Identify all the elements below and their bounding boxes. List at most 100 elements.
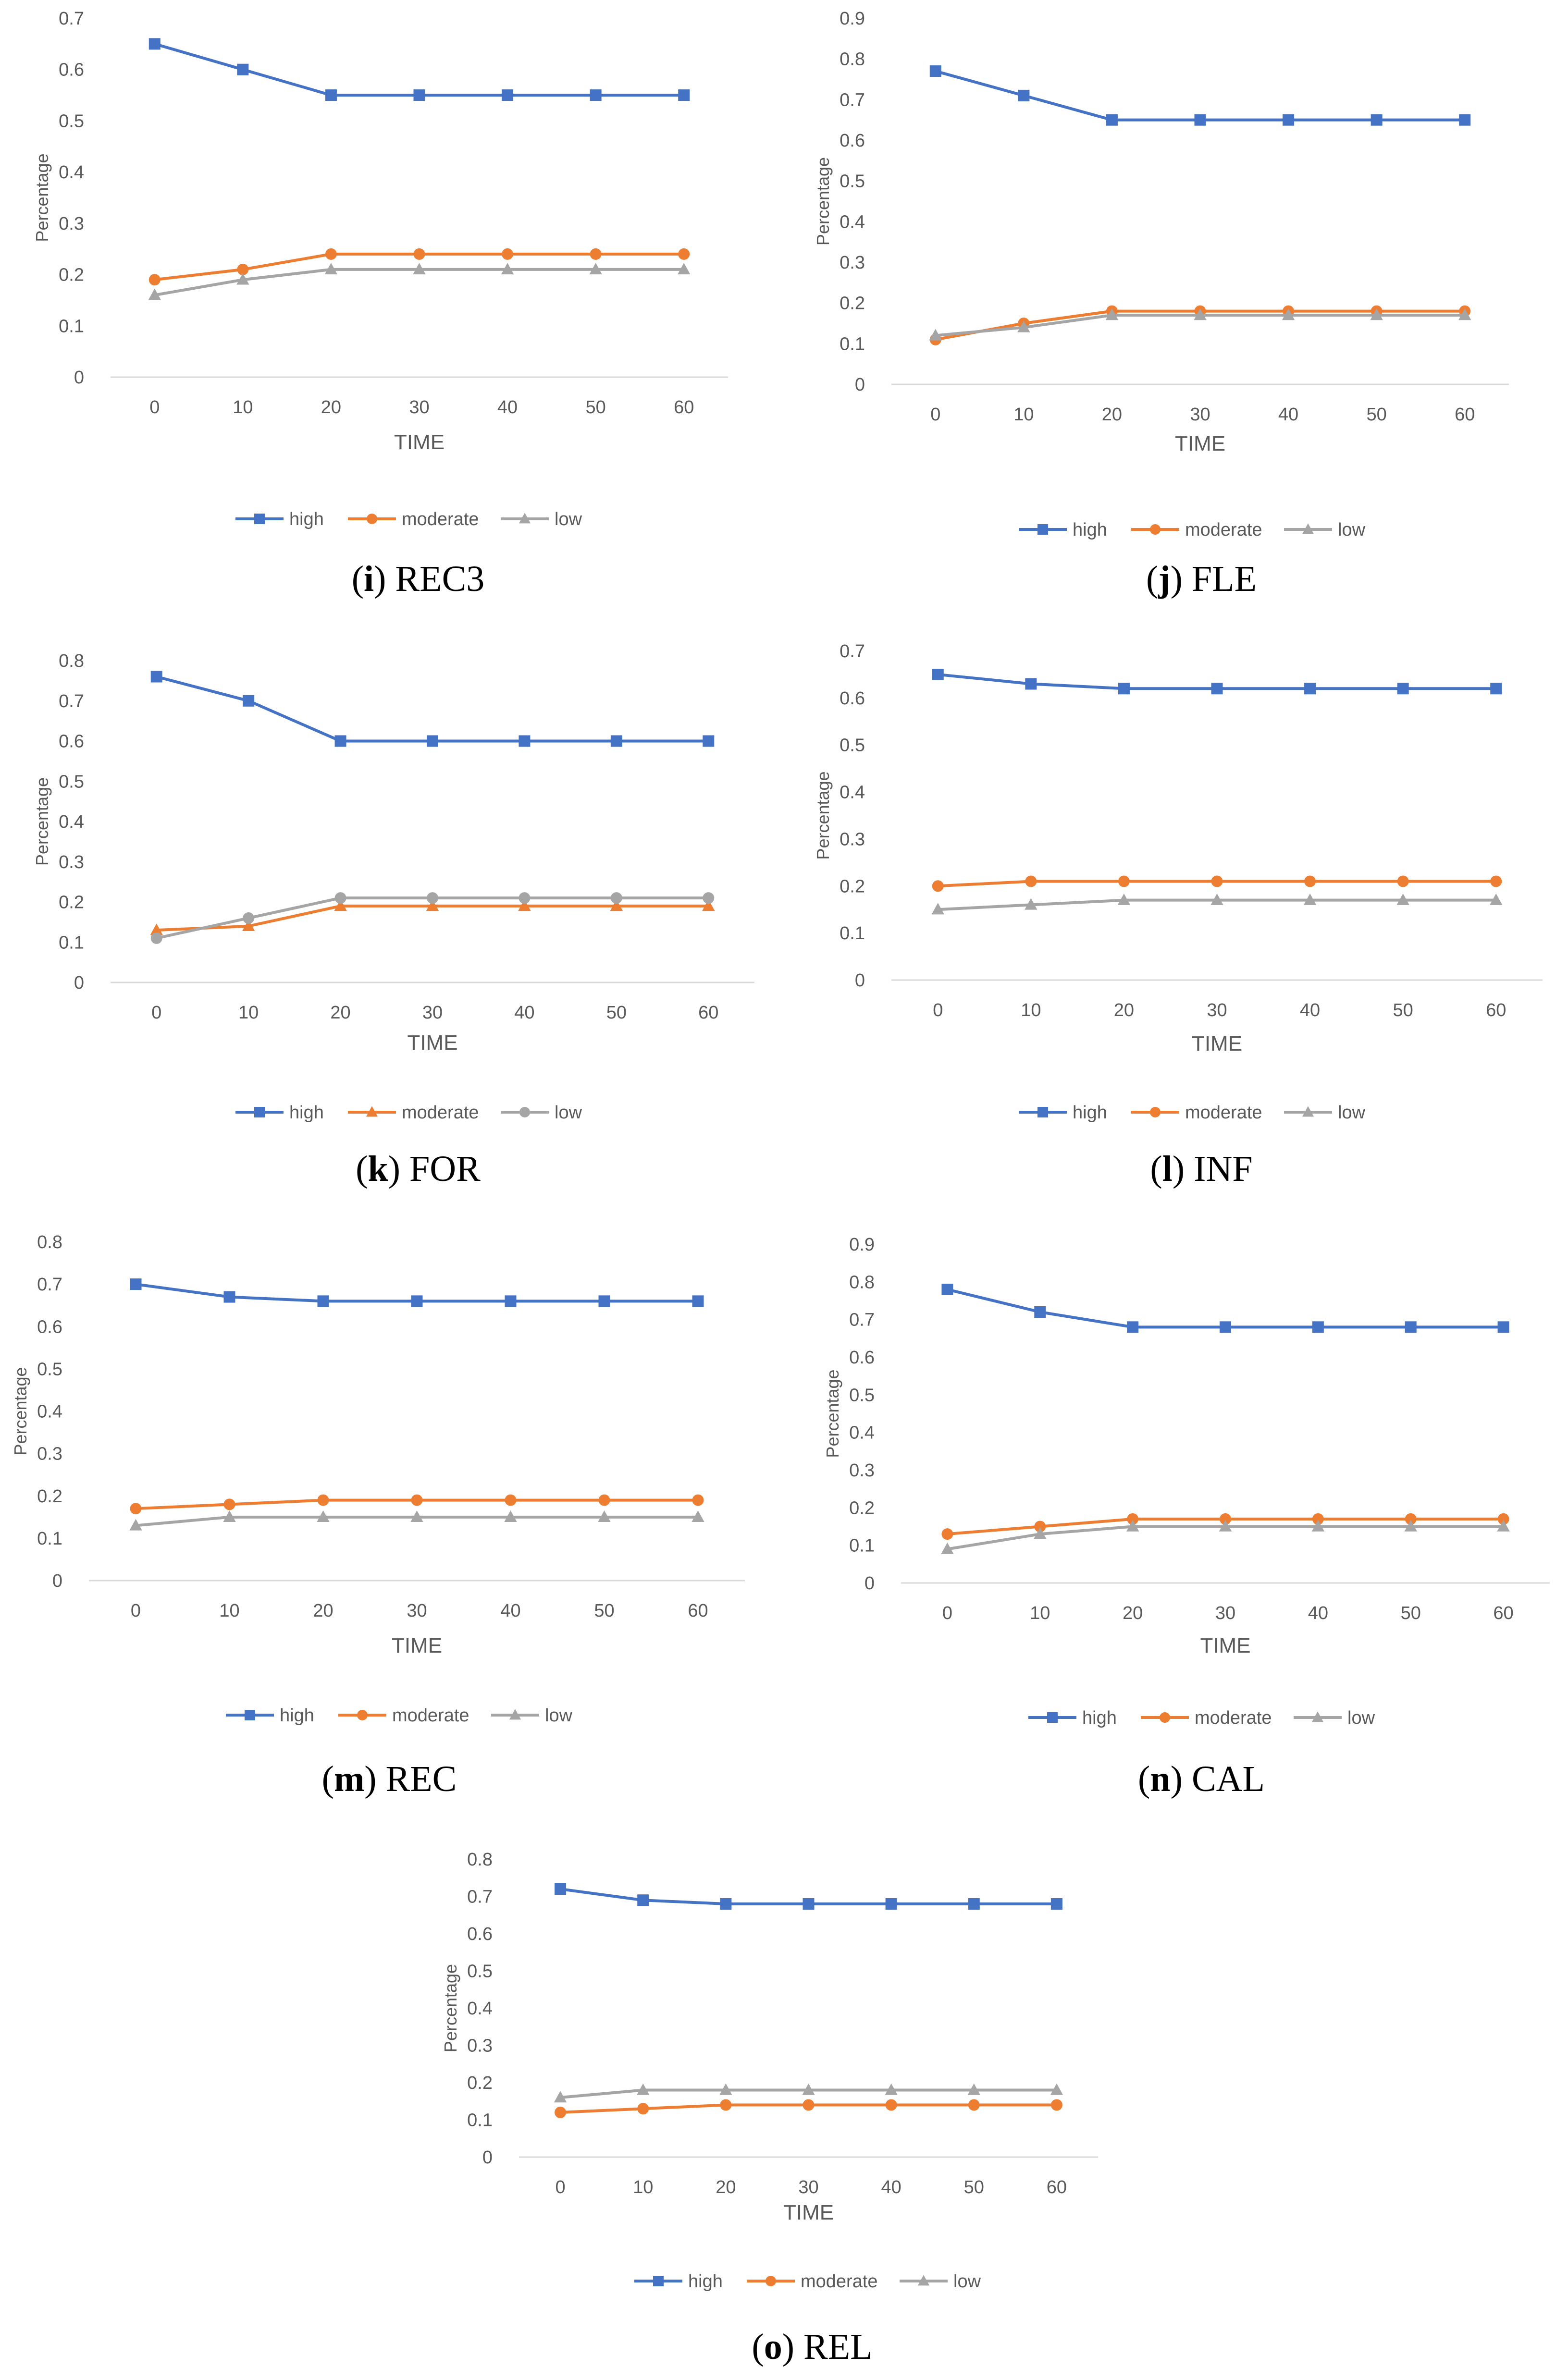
chart-panel-n: 0 0.1 0.2 0.3 0.4 0.5 0.6 0.7 0.8 0.9 0 10 20 30 40 50 6… xyxy=(823,1235,1550,1799)
data-point-high xyxy=(413,89,425,101)
legend-marker-moderate xyxy=(366,1106,378,1117)
legend-marker-low xyxy=(519,513,531,524)
figure-caption-m: (m) REC xyxy=(322,1759,457,1799)
y-tick-label: 0.5 xyxy=(37,1359,62,1379)
y-tick-label: 0.3 xyxy=(840,253,865,273)
data-point-high xyxy=(1050,1898,1062,1910)
x-tick-label: 40 xyxy=(497,397,518,417)
y-tick-label: 0.7 xyxy=(840,90,865,110)
y-axis-title: Percentage xyxy=(32,153,52,242)
y-tick-label: 0.3 xyxy=(840,829,865,849)
data-point-moderate xyxy=(885,2099,897,2111)
data-point-high xyxy=(334,735,346,747)
chart-panel-l: 0 0.1 0.2 0.3 0.4 0.5 0.6 0.7 0 10 20 30 40 50 60 TIME P… xyxy=(813,641,1543,1189)
y-tick-label: 0.3 xyxy=(467,2036,493,2056)
data-point-low xyxy=(223,1510,236,1522)
data-point-high xyxy=(223,1291,235,1303)
chart-panel-i: 0 0.1 0.2 0.3 0.4 0.5 0.6 0.7 0 10 20 30 40 50 60 TIME P… xyxy=(32,9,728,599)
data-point-high xyxy=(1118,683,1130,695)
figure-caption-l: (l) INF xyxy=(1150,1149,1252,1189)
legend-marker-low xyxy=(509,1709,521,1720)
y-axis-title: Percentage xyxy=(11,1367,30,1455)
data-point-high xyxy=(1127,1321,1139,1333)
data-point-high xyxy=(555,1883,567,1895)
x-tick-label: 20 xyxy=(1123,1603,1143,1623)
data-point-high xyxy=(720,1898,732,1910)
legend-label-moderate: moderate xyxy=(402,1103,479,1123)
data-point-moderate xyxy=(1050,2099,1062,2111)
data-point-high xyxy=(941,1284,953,1295)
x-tick-label: 0 xyxy=(131,1601,141,1621)
data-point-high xyxy=(1211,683,1223,695)
data-point-low xyxy=(324,263,338,275)
y-tick-label: 0.7 xyxy=(59,691,84,712)
x-axis-title: TIME xyxy=(1175,432,1225,455)
x-axis-title: TIME xyxy=(392,1634,442,1657)
x-tick-label: 20 xyxy=(1102,405,1122,425)
data-point-low xyxy=(1126,1520,1139,1532)
y-tick-label: 0.6 xyxy=(37,1317,62,1337)
data-point-moderate xyxy=(413,248,425,260)
x-tick-label: 30 xyxy=(1215,1603,1235,1623)
y-tick-label: 0 xyxy=(855,970,865,991)
x-tick-label: 50 xyxy=(964,2177,984,2197)
data-point-high xyxy=(637,1894,649,1906)
x-tick-label: 60 xyxy=(1493,1603,1513,1623)
legend-marker-moderate xyxy=(766,2276,776,2286)
data-point-moderate xyxy=(505,1494,517,1506)
y-tick-label: 0.5 xyxy=(840,172,865,192)
legend-marker-high xyxy=(245,1710,255,1720)
data-point-moderate xyxy=(968,2099,980,2111)
data-point-moderate xyxy=(1025,875,1037,887)
y-tick-label: 0.7 xyxy=(59,9,84,29)
data-point-high xyxy=(411,1295,423,1307)
y-tick-label: 0 xyxy=(482,2147,493,2168)
y-tick-label: 0.2 xyxy=(840,294,865,314)
x-tick-label: 10 xyxy=(1030,1603,1050,1623)
data-point-low xyxy=(941,1542,954,1554)
y-tick-label: 0.2 xyxy=(467,2073,493,2093)
legend-label-high: high xyxy=(280,1705,314,1726)
legend-marker-high xyxy=(1047,1712,1058,1723)
y-tick-label: 0.7 xyxy=(467,1887,493,1907)
data-point-low xyxy=(1017,320,1030,332)
legend-label-high: high xyxy=(688,2271,723,2292)
data-point-low xyxy=(1050,2083,1063,2095)
data-point-low xyxy=(150,932,162,944)
x-axis-title: TIME xyxy=(783,2201,834,2224)
data-point-low xyxy=(802,2083,815,2095)
legend-label-low: low xyxy=(545,1705,573,1726)
y-tick-label: 0.9 xyxy=(849,1235,875,1255)
chart-panel-m: 0 0.1 0.2 0.3 0.4 0.5 0.6 0.7 0.8 0 10 20 30 40 50 60 TI… xyxy=(11,1232,745,1799)
data-point-low xyxy=(719,2083,732,2095)
series-line-high xyxy=(154,42,684,97)
x-axis-title: TIME xyxy=(1200,1634,1250,1657)
y-tick-label: 0.4 xyxy=(849,1423,875,1443)
data-point-low xyxy=(1303,893,1317,905)
legend-label-low: low xyxy=(1347,1708,1375,1728)
data-point-low xyxy=(1404,1520,1417,1532)
data-point-low xyxy=(678,263,691,275)
figure-caption-i: (i) REC3 xyxy=(352,559,485,599)
legend-label-low: low xyxy=(1338,520,1366,540)
x-axis-title: TIME xyxy=(407,1031,457,1055)
data-point-low xyxy=(1025,898,1037,910)
y-tick-label: 0.4 xyxy=(840,783,865,803)
legend-marker-moderate xyxy=(1150,524,1161,535)
y-tick-label: 0.5 xyxy=(467,1962,493,1982)
data-point-moderate xyxy=(223,1498,235,1510)
y-tick-label: 0.6 xyxy=(840,688,865,709)
x-tick-label: 50 xyxy=(1367,405,1387,425)
legend-marker-high xyxy=(1037,1107,1048,1117)
y-tick-label: 0.1 xyxy=(59,932,84,953)
legend-label-high: high xyxy=(1082,1708,1117,1728)
x-tick-label: 30 xyxy=(1190,405,1210,425)
data-point-moderate xyxy=(237,263,249,275)
y-tick-label: 0.8 xyxy=(849,1272,875,1292)
y-tick-label: 0.2 xyxy=(849,1498,875,1518)
data-point-high xyxy=(130,1278,142,1290)
data-point-moderate xyxy=(130,1503,142,1515)
x-tick-label: 60 xyxy=(1047,2177,1067,2197)
legend-label-moderate: moderate xyxy=(1185,520,1262,540)
data-point-low xyxy=(1210,893,1223,905)
